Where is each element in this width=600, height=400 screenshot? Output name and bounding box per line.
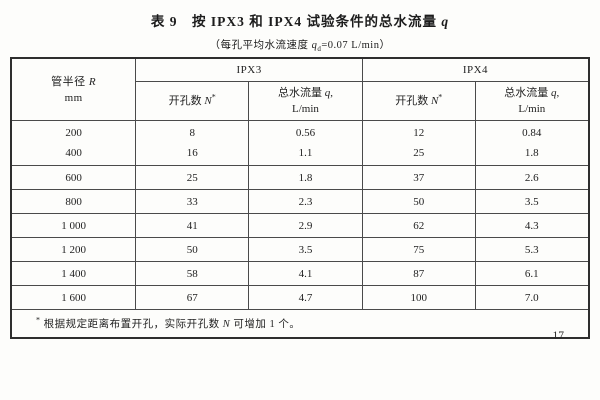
- header-group-ipx4: IPX4: [361, 57, 590, 82]
- cell-ipx3-flow: 2.9: [248, 213, 363, 238]
- footnote-variable: N: [222, 319, 231, 330]
- cell-ipx3-holes: 33: [135, 189, 250, 214]
- flow-rate-table: 管半径 R mm IPX3 IPX4 开孔数 N* 总水流量 q, L/min …: [10, 57, 590, 339]
- cell-ipx3-flow: 4.7: [248, 285, 363, 310]
- cell-radius: 1 000: [10, 213, 137, 238]
- cell-ipx4-flow: 4.3: [474, 213, 590, 238]
- flow-unit: L/min: [292, 103, 319, 115]
- cell-ipx4-flow: 0.84 1.8: [474, 120, 590, 166]
- flow-punct: ,: [556, 87, 560, 99]
- footnote-text: 根据规定距离布置开孔，实际开孔数: [43, 319, 223, 330]
- cell-ipx4-holes: 62: [361, 213, 476, 238]
- cell-ipx4-flow: 3.5: [474, 189, 590, 214]
- header-pipe-radius: 管半径 R mm: [10, 57, 137, 121]
- flow-label: 总水流量: [504, 87, 552, 99]
- header-ipx3-flow: 总水流量 q, L/min: [248, 81, 363, 121]
- holes-variable: N: [430, 94, 439, 107]
- cell-ipx4-holes: 100: [361, 285, 476, 310]
- table-row-600: 600 25 1.8 37 2.6: [10, 165, 590, 190]
- holes-footnote-mark: *: [211, 91, 216, 101]
- page-number: 17: [552, 330, 565, 342]
- cell-ipx3-flow: 0.56 1.1: [248, 120, 363, 166]
- cell-ipx4-holes: 50: [361, 189, 476, 214]
- table-row-800: 800 33 2.3 50 3.5: [10, 189, 590, 214]
- cell-ipx3-flow: 1.8: [248, 165, 363, 190]
- header-ipx3-holes: 开孔数 N*: [135, 81, 250, 121]
- radius-unit: mm: [64, 91, 83, 104]
- table-footnote-row: * 根据规定距离布置开孔，实际开孔数 N 可增加 1 个。: [10, 309, 590, 339]
- subtitle-variable: q: [311, 40, 318, 51]
- flow-variable: q: [324, 87, 331, 99]
- holes-label: 开孔数: [168, 94, 205, 107]
- page-title: 表 9 按 IPX3 和 IPX4 试验条件的总水流量 q: [0, 10, 600, 30]
- cell-ipx3-flow: 4.1: [248, 261, 363, 286]
- flow-unit: L/min: [518, 103, 546, 115]
- cell-ipx4-holes: 75: [361, 237, 476, 262]
- radius-variable: R: [88, 75, 97, 88]
- cell-ipx4-flow: 6.1: [474, 261, 590, 286]
- cell-ipx3-flow: 3.5: [248, 237, 363, 262]
- table-row-1400: 1 400 58 4.1 87 6.1: [10, 261, 590, 286]
- holes-footnote-mark: *: [438, 91, 443, 101]
- table-row-1000: 1 000 41 2.9 62 4.3: [10, 213, 590, 238]
- header-ipx4-flow: 总水流量 q, L/min: [474, 81, 590, 121]
- cell-ipx3-holes: 41: [135, 213, 250, 238]
- cell-radius: 1 200: [10, 237, 137, 262]
- table-header-group-row: 管半径 R mm IPX3 IPX4: [10, 57, 590, 121]
- table-footnote: * 根据规定距离布置开孔，实际开孔数 N 可增加 1 个。: [10, 309, 590, 339]
- radius-label: 管半径: [51, 75, 89, 88]
- page-title-variable: q: [441, 14, 450, 29]
- subtitle-variable-subscript: d: [317, 45, 322, 54]
- table-row-1600: 1 600 67 4.7 100 7.0: [10, 285, 590, 310]
- footnote-marker: *: [36, 315, 41, 325]
- cell-radius: 600: [10, 165, 137, 190]
- cell-radius: 1 400: [10, 261, 137, 286]
- page-title-text: 表 9 按 IPX3 和 IPX4 试验条件的总水流量: [150, 14, 442, 29]
- cell-ipx3-holes: 25: [135, 165, 250, 190]
- cell-ipx3-flow: 2.3: [248, 189, 363, 214]
- table-header-sub-row: 开孔数 N* 总水流量 q, L/min 开孔数 N* 总水流量 q, L/mi…: [11, 81, 590, 121]
- header-ipx4-holes: 开孔数 N*: [361, 81, 476, 121]
- table-row-200-400: 200 400 8 16 0.56 1.1 12 25 0.84 1.8: [10, 120, 590, 166]
- holes-variable: N: [204, 94, 212, 107]
- cell-ipx3-holes: 58: [135, 261, 250, 286]
- cell-ipx4-holes: 87: [361, 261, 476, 286]
- cell-ipx4-flow: 2.6: [474, 165, 590, 190]
- cell-radius: 1 600: [10, 285, 137, 310]
- flow-variable: q: [551, 87, 557, 99]
- cell-ipx4-holes: 12 25: [361, 120, 476, 166]
- cell-ipx4-holes: 37: [361, 165, 476, 190]
- holes-label: 开孔数: [395, 94, 431, 107]
- table-row-1200: 1 200 50 3.5 75 5.3: [10, 237, 590, 262]
- cell-radius: 800: [10, 189, 137, 214]
- cell-ipx3-holes: 50: [135, 237, 250, 262]
- subtitle-value: =0.07 L/min）: [321, 40, 391, 51]
- cell-ipx4-flow: 5.3: [474, 237, 590, 262]
- flow-punct: ,: [330, 87, 333, 99]
- footnote-text: 可增加 1 个。: [230, 319, 301, 330]
- cell-radius: 200 400: [10, 120, 137, 166]
- subtitle-text: （每孔平均水流速度: [209, 40, 312, 51]
- cell-ipx3-holes: 67: [135, 285, 250, 310]
- cell-ipx3-holes: 8 16: [135, 120, 250, 166]
- flow-label: 总水流量: [277, 87, 325, 99]
- cell-ipx4-flow: 7.0: [474, 285, 590, 310]
- header-group-ipx3: IPX3: [135, 57, 363, 82]
- table-subtitle: （每孔平均水流速度 qd=0.07 L/min）: [0, 37, 600, 53]
